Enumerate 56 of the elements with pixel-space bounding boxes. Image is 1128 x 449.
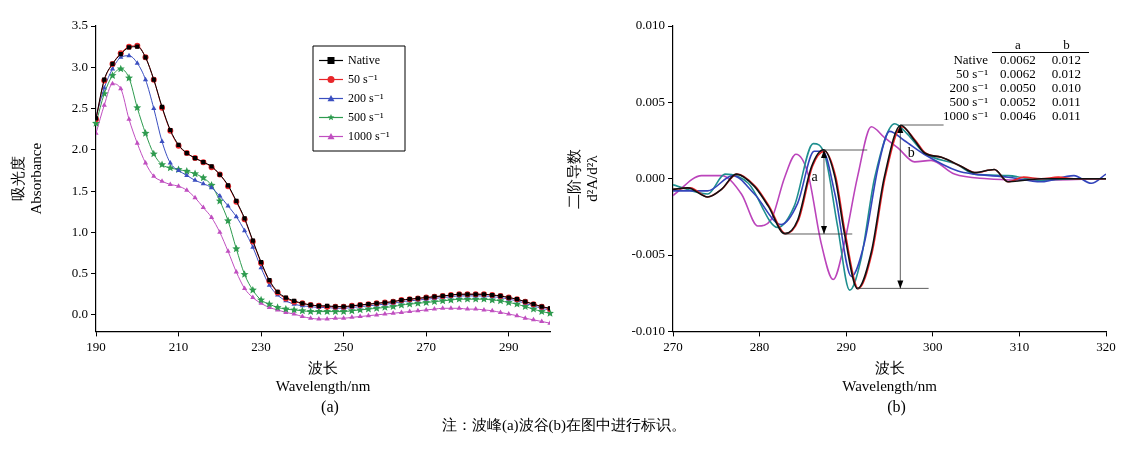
category-label: Native <box>953 51 989 67</box>
x-tick-label: 300 <box>923 338 943 354</box>
text: (a) <box>320 398 340 416</box>
x-tick-label: 290 <box>836 338 856 354</box>
x-tick-label: 250 <box>333 338 354 354</box>
text: 注：波峰(a)波谷(b)在图中进行标识。 <box>440 416 688 435</box>
legend-label: 500 s⁻¹ <box>348 109 384 124</box>
category-label: 500 s⁻¹ <box>949 94 989 109</box>
y-tick-label: 1.5 <box>71 182 88 198</box>
y-tick-label: 3.5 <box>71 17 88 33</box>
category-label: 1000 s⁻¹ <box>943 108 989 123</box>
annotation: 0.012 <box>1050 66 1083 81</box>
annotation: 0.011 <box>1051 94 1082 109</box>
annotation: 0.0050 <box>999 80 1037 95</box>
x-tick-label: 270 <box>663 338 683 354</box>
annotation: 0.0062 <box>999 66 1037 81</box>
y-tick-label: 0.5 <box>71 265 88 281</box>
legend-label: 200 s⁻¹ <box>348 90 384 105</box>
y-tick-label: 2.5 <box>71 99 88 115</box>
legend-label: Native <box>348 52 380 67</box>
category-label: a <box>992 37 1044 53</box>
y-tick-label: 1.0 <box>71 223 88 239</box>
y-axis-title: 吸光度 Absorbance <box>9 142 44 215</box>
x-tick-label: 190 <box>86 338 106 354</box>
category-label: 50 s⁻¹ <box>956 66 989 81</box>
x-tick-label: 310 <box>1009 338 1030 354</box>
annotation: 0.010 <box>1050 80 1083 95</box>
x-tick-label: 270 <box>416 338 436 354</box>
annotation: b <box>907 144 915 160</box>
legend-label: 50 s⁻¹ <box>348 71 378 86</box>
y-tick-label: 2.0 <box>71 141 88 157</box>
x-tick-label: 280 <box>749 338 770 354</box>
text: (b) <box>886 398 907 416</box>
x-tick-label: 290 <box>498 338 519 354</box>
y-tick-label: 0.0 <box>71 306 88 322</box>
annotation: 0.0046 <box>999 108 1037 123</box>
annotation: a <box>811 169 819 185</box>
legend-label: 1000 s⁻¹ <box>348 128 390 143</box>
annotation: 0.0062 <box>999 52 1037 67</box>
x-axis-title: 波长 Wavelength/nm <box>842 359 938 394</box>
category-label: b <box>1043 37 1090 53</box>
x-tick-label: 320 <box>1096 338 1116 354</box>
annotation: 0.0052 <box>999 94 1037 109</box>
x-axis-title: 波长 Wavelength/nm <box>275 359 371 394</box>
y-tick-label: -0.010 <box>631 322 665 338</box>
y-tick-label: 0.010 <box>635 17 665 33</box>
y-tick-label: 0.000 <box>635 170 665 186</box>
y-tick-label: 3.0 <box>71 58 88 74</box>
annotation: 0.012 <box>1050 52 1083 67</box>
x-tick-label: 230 <box>251 338 271 354</box>
y-axis-title: 二阶导数 d²A/d²λ <box>565 148 600 209</box>
y-tick-label: 0.005 <box>635 93 665 109</box>
x-tick-label: 210 <box>168 338 189 354</box>
category-label: 200 s⁻¹ <box>949 80 989 95</box>
annotation: 0.011 <box>1051 108 1082 123</box>
y-tick-label: -0.005 <box>631 246 665 262</box>
